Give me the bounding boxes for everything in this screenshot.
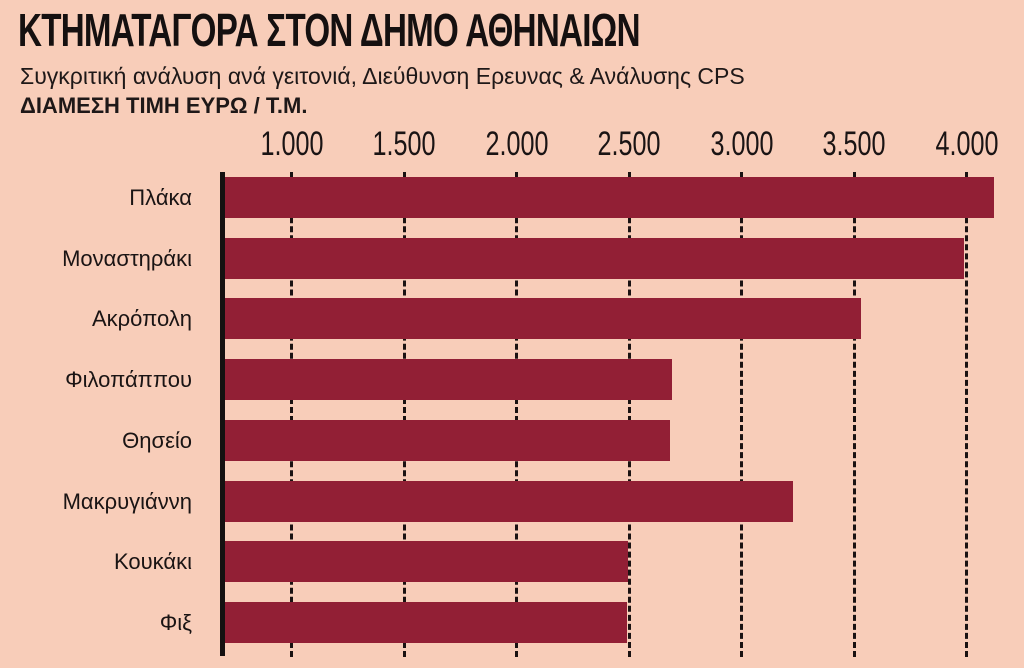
x-tick-label: 1.500 [372, 125, 436, 163]
chart-title: ΚΤΗΜΑΤΑΓΟΡΑ ΣΤΟΝ ΔΗΜΟ ΑΘΗΝΑΙΩΝ [18, 4, 640, 56]
bar [225, 177, 994, 218]
gridline [290, 172, 293, 657]
axis-unit-label: ΔΙΑΜΕΣΗ ΤΙΜΗ ΕΥΡΩ / Τ.Μ. [20, 93, 308, 118]
category-label: Μακρυγιάννη [62, 488, 192, 514]
gridline [740, 172, 743, 657]
gridline [965, 172, 968, 657]
category-label: Ακρόπολη [91, 306, 192, 332]
x-tick-label: 3.500 [822, 125, 886, 163]
x-tick-label: 2.000 [485, 125, 548, 163]
x-tick-label: 3.000 [710, 125, 773, 163]
gridline [515, 172, 518, 657]
category-label: Θησείο [122, 427, 192, 453]
bar [225, 237, 965, 279]
x-tick-label: 2.500 [597, 125, 661, 163]
category-label: Φιλοπάππου [65, 367, 192, 393]
bar [225, 480, 794, 522]
bar [225, 359, 672, 401]
category-label: Κουκάκι [113, 549, 192, 575]
y-axis-line [220, 172, 225, 656]
bar [225, 541, 628, 583]
bar [225, 601, 627, 643]
bar [225, 419, 670, 461]
bar [225, 298, 861, 340]
category-label: Μοναστηράκι [62, 245, 192, 271]
chart-subtitle: Συγκριτική ανάλυση ανά γειτονιά, Διεύθυν… [20, 63, 745, 89]
category-label: Πλάκα [129, 185, 192, 210]
x-tick-label: 4.000 [935, 125, 998, 163]
gridline [627, 172, 631, 657]
x-tick-label: 1.000 [260, 125, 323, 163]
gridline [852, 172, 856, 657]
gridline [402, 172, 406, 657]
category-label: Φιξ [159, 609, 192, 635]
